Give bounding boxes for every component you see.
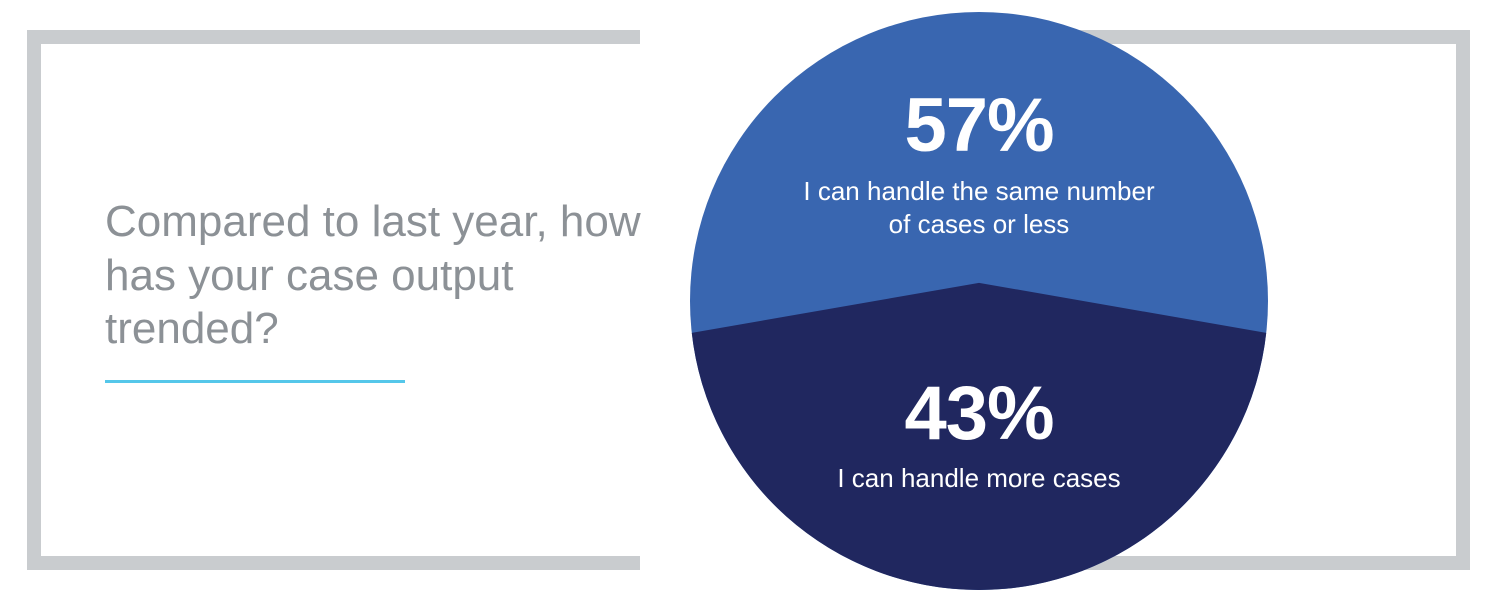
- pie-chart: 57% I can handle the same number of case…: [690, 12, 1268, 590]
- bracket-segment: [27, 30, 640, 44]
- question-underline: [105, 380, 405, 383]
- bracket-segment: [27, 30, 41, 570]
- slice-desc-same-or-less: I can handle the same number of cases or…: [799, 175, 1159, 240]
- slice-desc-more: I can handle more cases: [690, 463, 1268, 494]
- infographic-stage: Compared to last year, how has your case…: [0, 0, 1500, 603]
- slice-label-more: 43% I can handle more cases: [690, 370, 1268, 494]
- slice-pct-more: 43%: [690, 370, 1268, 457]
- survey-question: Compared to last year, how has your case…: [105, 195, 645, 356]
- bracket-segment: [27, 556, 640, 570]
- bracket-segment: [1456, 30, 1470, 570]
- slice-label-same-or-less: 57% I can handle the same number of case…: [690, 82, 1268, 240]
- slice-pct-same-or-less: 57%: [690, 82, 1268, 169]
